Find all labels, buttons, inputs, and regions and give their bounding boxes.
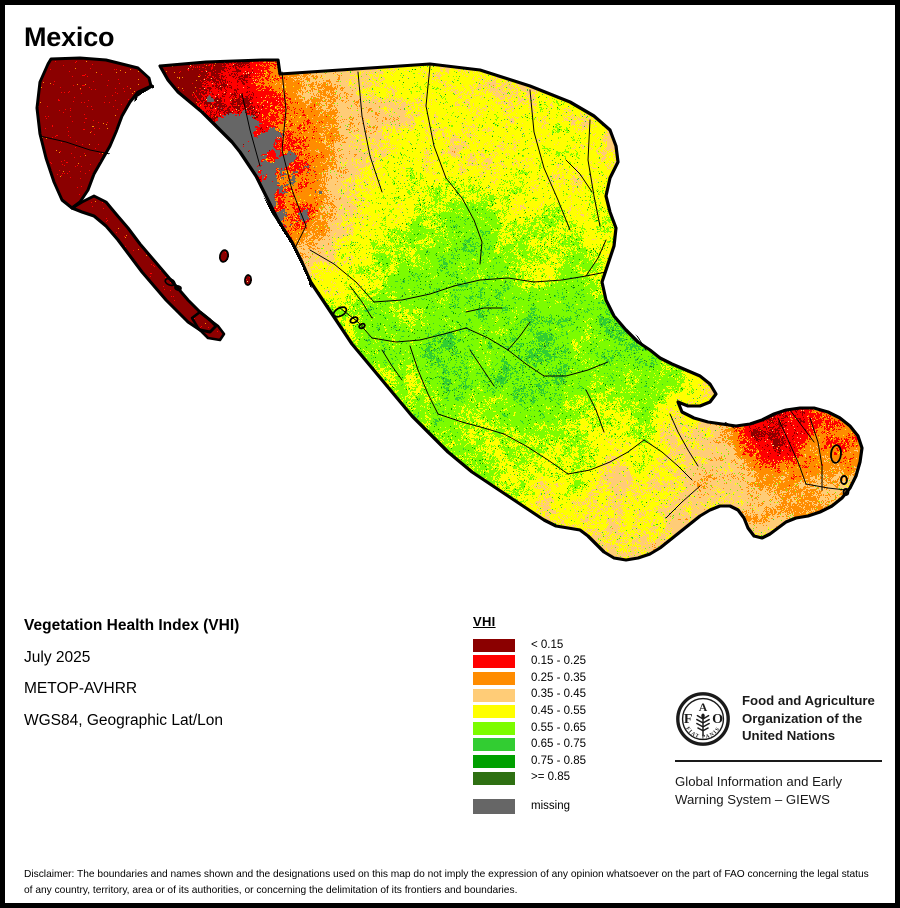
legend-row: < 0.15 bbox=[473, 637, 586, 654]
legend-swatch bbox=[473, 638, 515, 652]
fao-divider bbox=[675, 760, 882, 762]
legend-swatch bbox=[473, 738, 515, 752]
legend-row: >= 0.85 bbox=[473, 770, 586, 787]
legend-swatch bbox=[473, 754, 515, 768]
legend-label-missing: missing bbox=[531, 799, 570, 812]
legend-row: 0.45 - 0.55 bbox=[473, 703, 586, 720]
legend-label: 0.25 - 0.35 bbox=[531, 671, 586, 684]
map-info-block: Vegetation Health Index (VHI) July 2025 ME… bbox=[24, 618, 444, 744]
legend-label: 0.45 - 0.55 bbox=[531, 704, 586, 717]
giews-line-1: Warning System – GIEWS bbox=[675, 792, 830, 808]
legend-row: 0.25 - 0.35 bbox=[473, 670, 586, 687]
vhi-legend: VHI < 0.15 0.15 - 0.25 0.25 - 0.35 0.35 - 0… bbox=[473, 615, 586, 815]
svg-text:F: F bbox=[684, 712, 693, 727]
fao-org-line-0: Food and Agriculture bbox=[742, 693, 875, 708]
fao-organization-name: Food and Agriculture Organization of the U… bbox=[742, 691, 875, 745]
legend-row: 0.75 - 0.85 bbox=[473, 753, 586, 770]
fao-org-line-1: Organization of the bbox=[742, 710, 863, 726]
info-line-1: July 2025 bbox=[24, 648, 91, 666]
legend-label: 0.75 - 0.85 bbox=[531, 754, 586, 767]
legend-title: VHI bbox=[473, 614, 496, 629]
info-line-2: METOP-AVHRR bbox=[24, 680, 138, 697]
info-line-0: Vegetation Health Index (VHI) bbox=[24, 617, 240, 634]
fao-header: F A O FIAT PANIS bbox=[675, 691, 890, 747]
legend-row: 0.65 - 0.75 bbox=[473, 737, 586, 754]
legend-label: 0.55 - 0.65 bbox=[531, 721, 586, 734]
legend-swatch bbox=[473, 705, 515, 719]
legend-label: 0.65 - 0.75 bbox=[531, 738, 586, 751]
legend-swatch bbox=[473, 671, 515, 685]
legend-row: 0.55 - 0.65 bbox=[473, 720, 586, 737]
legend-label: 0.35 - 0.45 bbox=[531, 688, 586, 701]
fao-org-line-2: United Nations bbox=[742, 728, 836, 744]
legend-swatch bbox=[473, 771, 515, 785]
legend-row: 0.35 - 0.45 bbox=[473, 687, 586, 704]
mexico-vhi-raster bbox=[10, 50, 895, 595]
disclaimer-text: Disclaimer: The boundaries and names sho… bbox=[24, 869, 869, 897]
legend-swatch bbox=[473, 655, 515, 669]
legend-row: 0.15 - 0.25 bbox=[473, 654, 586, 671]
legend-label: < 0.15 bbox=[531, 638, 564, 651]
legend-swatch bbox=[473, 721, 515, 735]
legend-swatch bbox=[473, 688, 515, 702]
legend-label: 0.15 - 0.25 bbox=[531, 655, 586, 668]
svg-text:O: O bbox=[712, 712, 723, 727]
fao-branding: F A O FIAT PANIS bbox=[675, 691, 890, 809]
info-line-3: WGS84, Geographic Lat/Lon bbox=[24, 711, 224, 729]
legend-swatch-missing bbox=[473, 799, 515, 815]
svg-text:A: A bbox=[699, 701, 708, 714]
page-title: Mexico bbox=[24, 22, 115, 52]
legend-row-missing: missing bbox=[473, 798, 586, 815]
fao-logo-icon: F A O FIAT PANIS bbox=[675, 691, 731, 747]
giews-programme-name: Global Information and Early Warning Syst… bbox=[675, 773, 890, 809]
legend-label: >= 0.85 bbox=[531, 771, 571, 784]
map-area bbox=[10, 50, 895, 595]
legend-class-list: < 0.15 0.15 - 0.25 0.25 - 0.35 0.35 - 0.45 0… bbox=[473, 637, 586, 815]
giews-line-0: Global Information and Early bbox=[675, 774, 843, 789]
